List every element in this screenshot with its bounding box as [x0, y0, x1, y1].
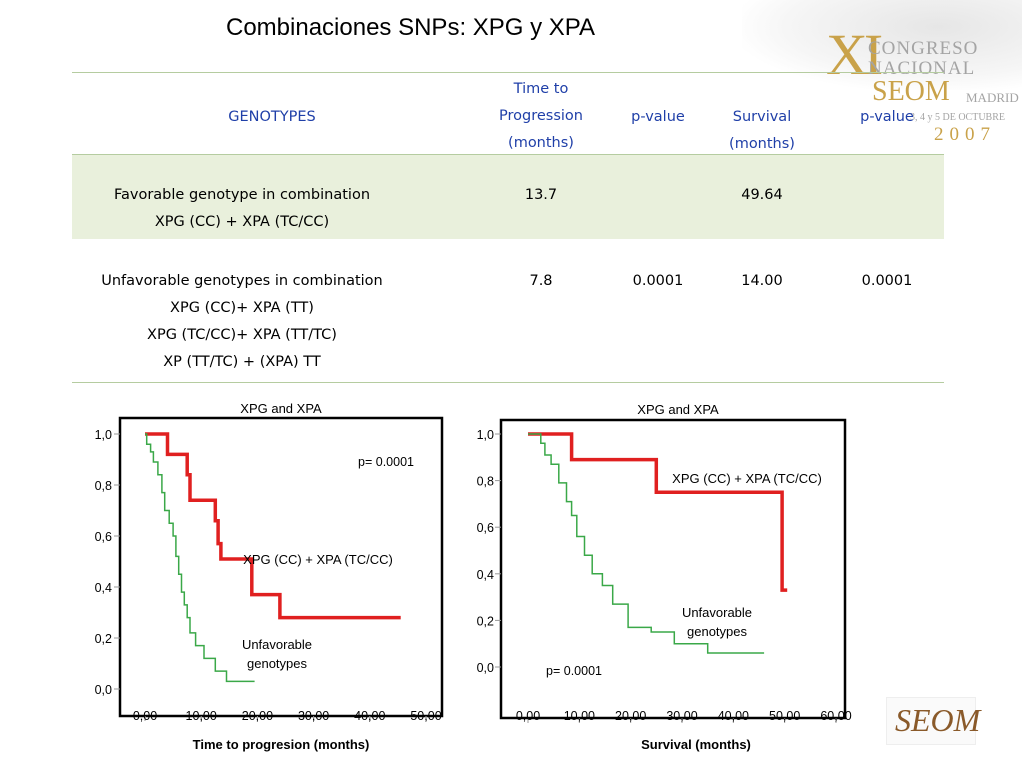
chart2-series-unfavorable [528, 433, 765, 654]
favorable-genotype-line-1: Favorable genotype in combination [113, 187, 371, 203]
chart1-series-unfavorable [145, 433, 255, 683]
chart2-pvalue-annotation: p= 0.0001 [546, 664, 602, 678]
congress-logo: XI CONGRESO NACIONAL SEOM MADRID 3, 4 y … [742, 0, 1022, 145]
seom-footer-logo-text: SEOM [895, 702, 981, 738]
chart1-series-favorable [145, 432, 401, 620]
header-ttp-line-3: (months) [508, 135, 574, 151]
chart1-xtick-label: 40,00 [354, 709, 385, 723]
chart2-series-label: genotypes [687, 624, 747, 639]
header-ttp: Time to Progression (months) [468, 76, 614, 157]
table-bottom-rule [72, 382, 944, 383]
chart2-xtick-label: 20,00 [615, 709, 646, 723]
chart1-series-label: XPG (CC) + XPA (TC/CC) [243, 552, 393, 567]
favorable-genotype: Favorable genotype in combination XPG (C… [72, 182, 412, 236]
header-pvalue-2: p-value [860, 109, 914, 125]
chart2-ytick-label: 1,0 [477, 428, 494, 442]
table-row-unfavorable: Unfavorable genotypes in combination XPG… [72, 240, 944, 382]
chart2-series-favorable [528, 432, 788, 592]
logo-seom: SEOM [872, 76, 950, 107]
chart2-ytick-label: 0,8 [477, 475, 494, 489]
header-genotypes: GENOTYPES [228, 109, 316, 125]
chart2-ytick-label: 0,6 [477, 521, 494, 535]
kaplan-meier-charts: XPG and XPA Time to progresion (months) 0,… [95, 401, 852, 752]
chart1-xtick-label: 0,00 [133, 709, 157, 723]
chart2-series-label: Unfavorable [682, 605, 752, 620]
chart1-xtick-label: 50,00 [410, 709, 441, 723]
chart1-ytick-label: 0,2 [95, 632, 112, 646]
chart1-ytick-label: 1,0 [95, 428, 112, 442]
chart2-ytick-label: 0,4 [477, 568, 494, 582]
unfavorable-p2: 0.0001 [861, 273, 913, 289]
header-survival-line-2: (months) [729, 136, 795, 152]
header-survival: Survival (months) [712, 104, 812, 158]
chart1-xtick-label: 30,00 [298, 709, 329, 723]
unfavorable-survival: 14.00 [741, 273, 783, 289]
logo-nacional: NACIONAL [868, 58, 976, 79]
chart1-xtick-label: 10,00 [186, 709, 217, 723]
chart1-ytick-label: 0,4 [95, 581, 112, 595]
table-top-rule [72, 72, 944, 73]
chart2-xtick-label: 50,00 [769, 709, 800, 723]
table-row-favorable: Favorable genotype in combination XPG (C… [72, 155, 944, 239]
chart2-xtick-label: 60,00 [820, 709, 851, 723]
chart2-ytick-label: 0,0 [477, 661, 494, 675]
chart2-xtick-label: 40,00 [718, 709, 749, 723]
chart1-pvalue-annotation: p= 0.0001 [358, 455, 414, 469]
chart1-series-label: Unfavorable [242, 637, 312, 652]
logo-roman-numeral: XI [826, 22, 883, 87]
logo-congreso: CONGRESO [868, 38, 979, 59]
logo-dates: 3, 4 y 5 DE OCTUBRE [910, 112, 1005, 123]
header-ttp-line-1: Time to [513, 81, 569, 97]
chart2-title: XPG and XPA [637, 402, 719, 417]
header-rule [72, 154, 944, 155]
chart2-ytick-label: 0,2 [477, 614, 494, 628]
header-survival-line-1: Survival [732, 109, 792, 125]
chart1-ytick-label: 0,6 [95, 530, 112, 544]
logo-background [742, 0, 1022, 90]
unfavorable-p1: 0.0001 [632, 273, 684, 289]
favorable-genotype-line-2: XPG (CC) + XPA (TC/CC) [154, 214, 330, 230]
chart2-xtick-label: 0,00 [516, 709, 540, 723]
chart2-xtick-label: 10,00 [564, 709, 595, 723]
chart2-xlabel: Survival (months) [641, 737, 751, 752]
chart2-frame [499, 418, 847, 720]
logo-year: 2007 [934, 124, 996, 145]
header-pvalue-1: p-value [631, 109, 685, 125]
chart1-ytick-label: 0,8 [95, 479, 112, 493]
unfavorable-genotype-line-4: XP (TT/TC) + (XPA) TT [163, 354, 321, 370]
chart1-xlabel: Time to progresion (months) [193, 737, 370, 752]
chart1-ytick-label: 0,0 [95, 683, 112, 697]
favorable-survival: 49.64 [741, 187, 783, 203]
chart1-series-label: genotypes [247, 656, 307, 671]
unfavorable-genotype-line-2: XPG (CC)+ XPA (TT) [170, 300, 314, 316]
unfavorable-genotype: Unfavorable genotypes in combination XPG… [72, 268, 412, 376]
seom-footer-logo: SEOM [886, 697, 980, 745]
favorable-ttp: 13.7 [524, 187, 558, 203]
table-header-row: GENOTYPES Time to Progression (months) p… [72, 76, 944, 156]
chart1-xtick-label: 20,00 [242, 709, 273, 723]
chart1-title: XPG and XPA [240, 401, 322, 416]
logo-madrid: MADRID [966, 90, 1019, 105]
unfavorable-genotype-line-1: Unfavorable genotypes in combination [101, 273, 383, 289]
unfavorable-genotype-line-3: XPG (TC/CC)+ XPA (TT/TC) [147, 327, 337, 343]
chart2-series-label: XPG (CC) + XPA (TC/CC) [672, 471, 822, 486]
slide-title: Combinaciones SNPs: XPG y XPA [226, 14, 596, 41]
chart1-frame [118, 416, 444, 718]
chart2-xtick-label: 30,00 [666, 709, 697, 723]
header-ttp-line-2: Progression [499, 108, 583, 124]
unfavorable-ttp: 7.8 [529, 273, 553, 289]
